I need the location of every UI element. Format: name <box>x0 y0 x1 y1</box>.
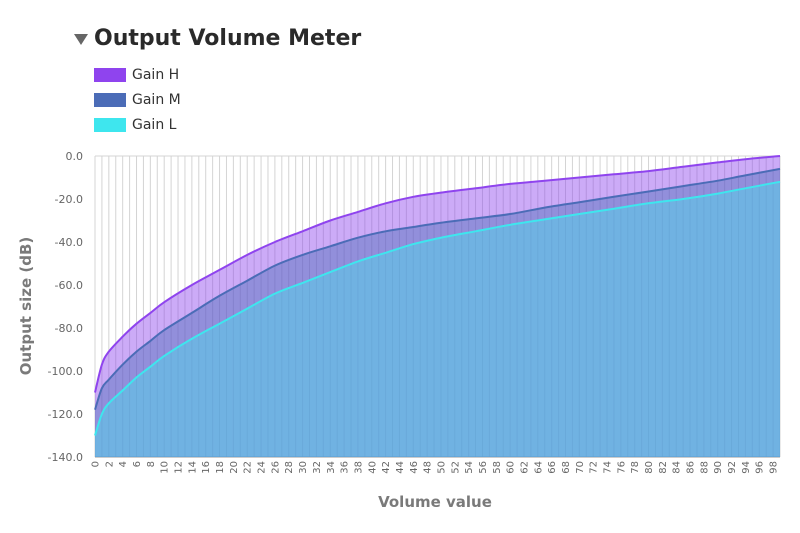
x-tick-label: 92 <box>727 461 738 474</box>
series-lines <box>94 155 781 436</box>
x-tick-label: 68 <box>561 461 572 474</box>
x-tick-label: 80 <box>644 461 655 474</box>
x-tick-label: 14 <box>187 461 198 474</box>
y-tick-label: -60.0 <box>55 279 83 292</box>
x-tick-label: 56 <box>478 461 489 474</box>
y-axis-title: Output size (dB) <box>17 237 35 376</box>
x-tick-label: 96 <box>755 461 766 474</box>
legend-swatch-gain-l <box>94 117 126 132</box>
x-tick-label: 76 <box>616 461 627 474</box>
x-tick-label: 2 <box>104 461 115 467</box>
x-axis-ticks: 0 2 4 6 8 10 12 14 16 18 20 22 24 26 28 30 32 34 36 38 40 42 4… <box>91 461 780 474</box>
x-tick-label: 34 <box>326 461 337 474</box>
x-tick-label: 72 <box>589 461 600 474</box>
x-tick-label: 78 <box>630 461 641 474</box>
x-tick-label: 16 <box>201 461 212 474</box>
area-gain-h <box>95 156 780 457</box>
x-tick-label: 10 <box>160 461 171 474</box>
x-tick-label: 42 <box>381 461 392 474</box>
series-areas <box>95 156 780 458</box>
x-tick-label: 84 <box>672 461 683 474</box>
x-tick-label: 36 <box>340 461 351 474</box>
x-tick-label: 54 <box>464 461 475 474</box>
x-tick-label: 38 <box>353 461 364 474</box>
x-tick-label: 12 <box>174 461 185 474</box>
x-tick-label: 98 <box>769 461 780 474</box>
legend-swatch-gain-h <box>94 67 126 82</box>
legend-item-gain-h[interactable]: Gain H <box>94 62 181 87</box>
x-tick-label: 32 <box>312 461 323 474</box>
x-tick-label: 20 <box>229 461 240 474</box>
x-tick-label: 26 <box>270 461 281 474</box>
legend-item-gain-l[interactable]: Gain L <box>94 112 181 137</box>
x-tick-label: 66 <box>547 461 558 474</box>
x-tick-label: 18 <box>215 461 226 474</box>
x-tick-label: 58 <box>492 461 503 474</box>
y-tick-label: -20.0 <box>55 193 83 206</box>
chart-title: Output Volume Meter <box>94 26 362 51</box>
x-tick-label: 86 <box>686 461 697 474</box>
x-tick-label: 24 <box>257 461 268 474</box>
x-tick-label: 28 <box>284 461 295 474</box>
legend-label-gain-h: Gain H <box>132 66 180 83</box>
x-tick-label: 74 <box>603 461 614 474</box>
y-tick-label: -100.0 <box>48 365 83 378</box>
y-tick-label: -140.0 <box>48 451 83 464</box>
x-tick-label: 0 <box>91 461 102 467</box>
area-gain-l <box>95 181 780 458</box>
y-tick-label: -80.0 <box>55 322 83 335</box>
x-tick-label: 44 <box>395 461 406 474</box>
x-axis-title: Volume value <box>378 493 492 511</box>
x-tick-label: 64 <box>533 461 544 474</box>
x-tick-label: 60 <box>506 461 517 474</box>
y-tick-label: -120.0 <box>48 408 83 421</box>
x-tick-label: 48 <box>423 461 434 474</box>
x-tick-label: 90 <box>713 461 724 474</box>
y-tick-label: -40.0 <box>55 236 83 249</box>
legend-label-gain-l: Gain L <box>132 116 177 133</box>
y-axis-ticks: 0.0 -20.0 -40.0 -60.0 -80.0 -100.0 -120.0 -140.… <box>48 150 83 464</box>
x-tick-label: 22 <box>243 461 254 474</box>
x-tick-label: 40 <box>367 461 378 474</box>
x-tick-label: 88 <box>699 461 710 474</box>
x-tick-label: 62 <box>519 461 530 474</box>
chart-legend: Gain H Gain M Gain L <box>94 62 181 137</box>
x-tick-label: 50 <box>436 461 447 474</box>
x-tick-label: 46 <box>409 461 420 474</box>
x-tick-label: 6 <box>132 461 143 467</box>
x-tick-label: 70 <box>575 461 586 474</box>
legend-label-gain-m: Gain M <box>132 91 181 108</box>
area-gain-m <box>95 168 780 457</box>
line-gain-m <box>94 167 781 411</box>
x-tick-label: 82 <box>658 461 669 474</box>
line-gain-h <box>94 155 781 393</box>
x-tick-label: 94 <box>741 461 752 474</box>
x-tick-label: 8 <box>146 461 157 467</box>
x-tick-label: 4 <box>118 461 129 467</box>
chart-header: Output Volume Meter <box>74 26 361 51</box>
collapse-triangle-icon[interactable] <box>74 34 88 45</box>
legend-swatch-gain-m <box>94 92 126 107</box>
x-tick-label: 52 <box>450 461 461 474</box>
legend-item-gain-m[interactable]: Gain M <box>94 87 181 112</box>
y-tick-label: 0.0 <box>66 150 84 163</box>
line-gain-l <box>94 180 781 436</box>
x-tick-label: 30 <box>298 461 309 474</box>
